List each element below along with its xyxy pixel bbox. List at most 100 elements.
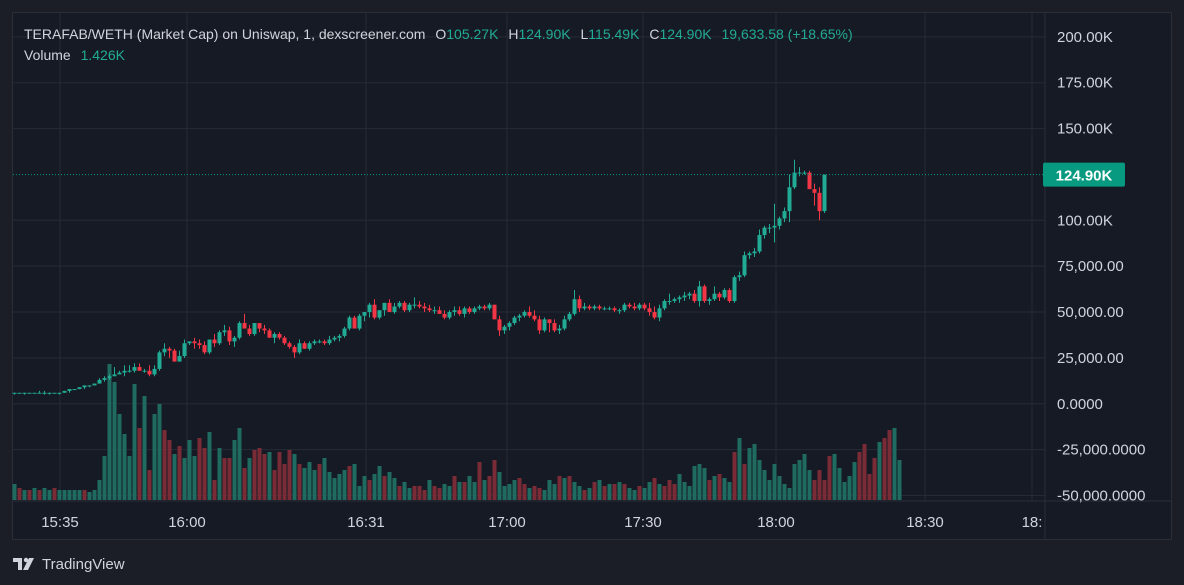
candle-body: [557, 328, 562, 331]
close-value: 124.90K: [659, 26, 712, 42]
volume-bar: [32, 488, 37, 500]
volume-bar: [607, 484, 612, 500]
volume-bar: [17, 488, 22, 500]
volume-bar: [127, 456, 132, 500]
volume-bar: [222, 458, 227, 500]
volume-bar: [282, 464, 287, 500]
candle-body: [487, 304, 492, 309]
candle-body: [352, 317, 357, 329]
volume-bar: [372, 474, 377, 500]
candle-body: [72, 389, 77, 391]
volume-bar: [507, 484, 512, 500]
candle-body: [57, 392, 62, 394]
candle-body: [552, 323, 557, 331]
candle-body: [777, 218, 782, 226]
volume-bar: [557, 476, 562, 500]
candle-body: [717, 293, 722, 298]
volume-bar: [202, 448, 207, 500]
volume-bar: [487, 476, 492, 500]
volume-bar: [152, 414, 157, 500]
candle-body: [497, 319, 502, 331]
volume-bar: [42, 488, 47, 500]
volume-bar: [537, 488, 542, 500]
volume-bar: [717, 474, 722, 500]
candle-body: [392, 306, 397, 313]
price-axis-label: 100.00K: [1057, 212, 1113, 229]
candle-body: [537, 319, 542, 331]
candle-body: [767, 227, 772, 229]
candle-body: [477, 306, 482, 309]
volume-bar: [422, 490, 427, 500]
volume-bar: [297, 464, 302, 500]
candle-body: [467, 308, 472, 313]
candle-body: [737, 275, 742, 278]
tradingview-logo-icon: [13, 557, 34, 570]
volume-bar: [47, 490, 52, 500]
volume-bar: [682, 482, 687, 500]
branding-footer[interactable]: TradingView: [12, 552, 125, 576]
volume-bar: [62, 490, 67, 500]
volume-bar: [212, 480, 217, 500]
volume-bar: [452, 476, 457, 500]
candle-body: [602, 308, 607, 310]
candle-body: [277, 334, 282, 338]
volume-bar: [502, 486, 507, 500]
volume-bar: [442, 484, 447, 500]
candle-body: [332, 337, 337, 340]
candle-body: [132, 367, 137, 371]
candle-body: [627, 304, 632, 307]
candle-body: [707, 299, 712, 302]
candle-body: [157, 352, 162, 369]
candle-body: [117, 372, 122, 375]
volume-bar: [317, 464, 322, 500]
candle-body: [522, 312, 527, 316]
volume-bar: [377, 466, 382, 500]
volume-bar: [467, 476, 472, 500]
volume-bar: [857, 452, 862, 500]
candle-body: [37, 392, 42, 394]
volume-bar: [382, 476, 387, 500]
candle-body: [532, 315, 537, 320]
candle-body: [457, 310, 462, 314]
volume-bar: [522, 484, 527, 500]
volume-bar: [597, 480, 602, 500]
candle-body: [237, 323, 242, 338]
candle-body: [22, 392, 27, 394]
volume-bar: [602, 486, 607, 500]
volume-bar: [247, 458, 252, 500]
volume-bar: [432, 486, 437, 500]
symbol-title[interactable]: TERAFAB/WETH (Market Cap) on Uniswap, 1,…: [24, 26, 426, 42]
candle-body: [262, 328, 267, 331]
volume-bar: [887, 430, 892, 500]
candle-body: [322, 341, 327, 344]
candle-body: [27, 392, 32, 394]
candle-body: [632, 306, 637, 309]
volume-bar: [512, 480, 517, 500]
volume-bar: [272, 470, 277, 500]
volume-bar: [232, 440, 237, 500]
volume-bar: [727, 482, 732, 500]
open-label: O: [435, 26, 447, 42]
volume-bar: [322, 458, 327, 500]
volume-bar: [747, 448, 752, 500]
volume-bar: [72, 490, 77, 500]
candle-body: [637, 304, 642, 309]
volume-bar: [897, 460, 902, 500]
volume-label[interactable]: Volume: [24, 47, 71, 63]
candle-body: [762, 227, 767, 235]
close-label: C: [649, 26, 660, 42]
candle-body: [367, 304, 372, 313]
open-value: 105.27K: [446, 26, 499, 42]
volume-bar: [262, 454, 267, 500]
volume-bar: [707, 480, 712, 500]
volume-bar: [267, 452, 272, 500]
volume-bar: [737, 438, 742, 500]
high-value: 124.90K: [518, 26, 571, 42]
volume-bar: [642, 488, 647, 500]
volume-bar: [782, 484, 787, 500]
volume-bar: [437, 488, 442, 500]
volume-bar: [697, 464, 702, 500]
volume-bar: [427, 480, 432, 500]
candle-body: [547, 319, 552, 324]
